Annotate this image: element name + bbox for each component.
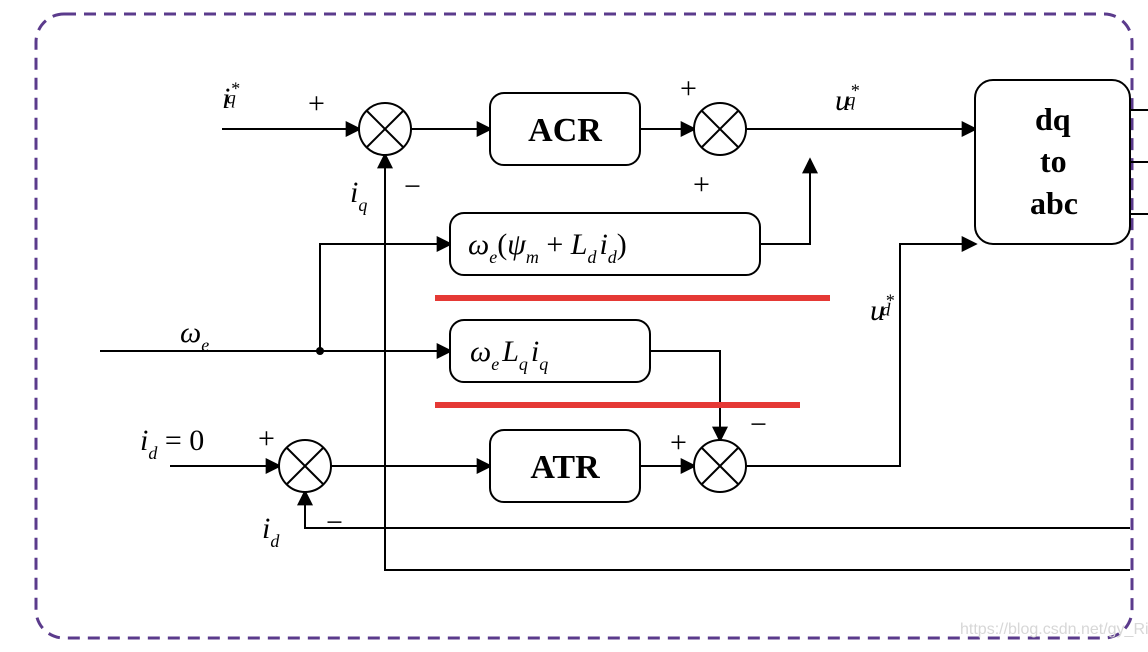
summing-s1 (359, 103, 411, 155)
sign-s4_plus: + (670, 426, 687, 459)
svg-text:u*d: u*d (870, 291, 894, 328)
watermark: https://blog.csdn.net/gy_Rick (960, 621, 1148, 638)
summing-s3 (279, 440, 331, 492)
sign-s3_plus: + (258, 422, 275, 455)
label-acr: ACR (528, 112, 602, 149)
svg-text:u*q: u*q (835, 81, 859, 118)
label-atr: ATR (530, 449, 600, 486)
label-dq_line3: abc (1030, 185, 1078, 221)
sign-s2_plus1: + (680, 72, 697, 105)
label-id-feedback: id (262, 512, 280, 551)
sign-s3_minus: − (326, 506, 343, 539)
arrow-a_id_fb (305, 492, 1130, 528)
summing-s4 (694, 440, 746, 492)
sign-s1_plus: + (308, 87, 325, 120)
label-uq-star: u*q (835, 81, 859, 118)
svg-text:i*q: i*q (222, 79, 239, 116)
arrow-a_coup1_s2 (760, 160, 810, 244)
label-dq_line1: dq (1035, 101, 1071, 137)
label-iq-star: i*q (222, 79, 239, 116)
label-omega-e: ωe (180, 316, 209, 355)
sign-s1_minus: − (404, 170, 421, 203)
branch-dot-we (316, 347, 324, 355)
sign-s4_minus: − (750, 408, 767, 441)
label-dq_line2: to (1040, 143, 1067, 179)
summing-s2 (694, 103, 746, 155)
label-id-eq-0: id = 0 (140, 424, 204, 463)
svg-text:id: id (262, 512, 280, 551)
sign-s2_plus2: + (693, 168, 710, 201)
svg-text:iq: iq (350, 176, 367, 215)
label-iq-feedback: iq (350, 176, 367, 215)
label-ud-star: u*d (870, 291, 894, 328)
arrow-a_s4_ud (746, 244, 975, 466)
